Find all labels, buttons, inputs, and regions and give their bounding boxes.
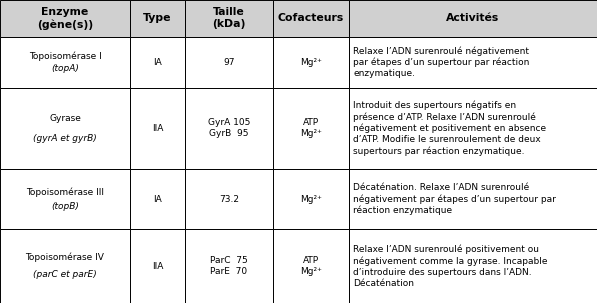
Bar	[185, 37, 273, 88]
Bar	[349, 229, 597, 303]
Bar	[273, 0, 349, 37]
Text: IIA: IIA	[152, 124, 163, 133]
Bar	[130, 37, 185, 88]
Bar	[185, 88, 273, 169]
Bar	[0, 0, 130, 37]
Bar	[130, 0, 185, 37]
Text: (parC et parE): (parC et parE)	[33, 270, 97, 279]
Text: Introduit des supertours négatifs en
présence d’ATP. Relaxe l’ADN surenroulé
nég: Introduit des supertours négatifs en pré…	[353, 101, 546, 156]
Text: 97: 97	[223, 58, 235, 67]
Bar	[185, 0, 273, 37]
Text: Topoisomérase IV: Topoisomérase IV	[26, 252, 104, 262]
Bar	[349, 88, 597, 169]
Text: IIA: IIA	[152, 261, 163, 271]
Text: Taille
(kDa): Taille (kDa)	[213, 8, 246, 29]
Text: ATP
Mg²⁺: ATP Mg²⁺	[300, 118, 322, 138]
Text: Relaxe l’ADN surenroulé négativement
par étapes d’un supertour par réaction
enzy: Relaxe l’ADN surenroulé négativement par…	[353, 46, 530, 78]
Bar	[0, 37, 130, 88]
Text: (gyrA et gyrB): (gyrA et gyrB)	[33, 134, 97, 143]
Bar	[273, 229, 349, 303]
Bar	[349, 169, 597, 229]
Text: Type: Type	[143, 13, 172, 23]
Bar	[349, 37, 597, 88]
Text: ParC  75
ParE  70: ParC 75 ParE 70	[210, 256, 248, 276]
Bar	[349, 0, 597, 37]
Text: GyrA 105
GyrB  95: GyrA 105 GyrB 95	[208, 118, 250, 138]
Bar	[185, 169, 273, 229]
Text: Décaténation. Relaxe l’ADN surenroulé
négativement par étapes d’un supertour par: Décaténation. Relaxe l’ADN surenroulé né…	[353, 183, 556, 215]
Text: 73.2: 73.2	[219, 195, 239, 204]
Text: Mg²⁺: Mg²⁺	[300, 58, 322, 67]
Bar	[273, 88, 349, 169]
Text: Cofacteurs: Cofacteurs	[278, 13, 344, 23]
Bar	[0, 169, 130, 229]
Text: IA: IA	[153, 195, 162, 204]
Text: Topoisomérase III: Topoisomérase III	[26, 187, 104, 197]
Text: IA: IA	[153, 58, 162, 67]
Bar	[130, 229, 185, 303]
Text: Mg²⁺: Mg²⁺	[300, 195, 322, 204]
Text: (topA): (topA)	[51, 64, 79, 73]
Bar	[273, 169, 349, 229]
Text: Relaxe l’ADN surenroulé positivement ou
négativement comme la gyrase. Incapable
: Relaxe l’ADN surenroulé positivement ou …	[353, 245, 547, 288]
Bar	[273, 37, 349, 88]
Text: (topB): (topB)	[51, 202, 79, 211]
Text: Gyrase: Gyrase	[49, 114, 81, 123]
Bar	[0, 88, 130, 169]
Text: Activités: Activités	[447, 13, 500, 23]
Text: Topoisomérase I: Topoisomérase I	[29, 52, 101, 61]
Text: Enzyme
(gène(s)): Enzyme (gène(s))	[37, 7, 93, 30]
Bar	[130, 88, 185, 169]
Bar	[0, 229, 130, 303]
Bar	[185, 229, 273, 303]
Text: ATP
Mg²⁺: ATP Mg²⁺	[300, 256, 322, 276]
Bar	[130, 169, 185, 229]
